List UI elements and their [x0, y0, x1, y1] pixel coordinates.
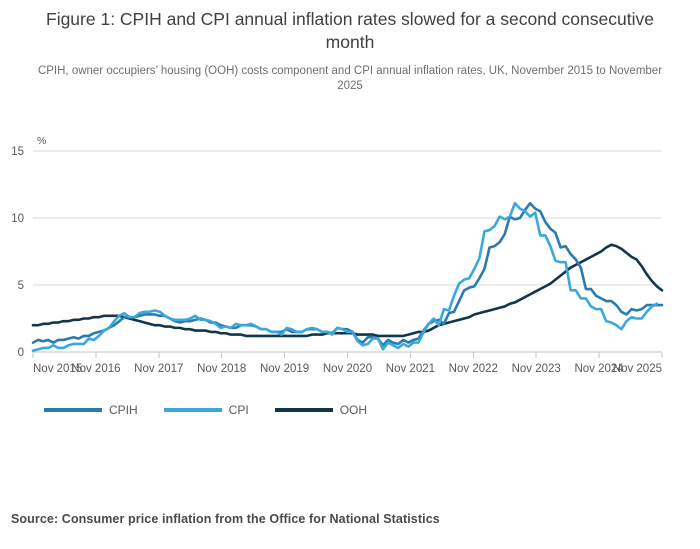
x-axis-tick-label: Nov 2025 [613, 363, 662, 375]
y-axis-tick-label: 0 [18, 347, 24, 359]
x-axis-tick-label: Nov 2023 [512, 363, 561, 375]
chart-legend: CPIH CPI OOH [44, 404, 367, 416]
legend-item-ooh[interactable]: OOH [274, 403, 368, 417]
y-axis-tick-label: 15 [11, 146, 24, 158]
x-axis-tick-label: Nov 2024 [574, 363, 624, 375]
legend-swatch-cpih [44, 408, 102, 412]
data-series-group [31, 201, 664, 352]
legend-swatch-ooh [274, 408, 333, 412]
y-axis-tick-label: 10 [11, 213, 24, 225]
legend-label-cpih: CPIH [109, 403, 138, 417]
legend-item-cpih[interactable]: CPIH [44, 404, 138, 416]
x-axis-tick-label: Nov 2015 [33, 363, 82, 375]
y-axis-tick-label: 5 [18, 280, 24, 292]
plot-area: 0 5 10 15 Nov 2015 Nov 2016 Nov 2017 Nov 2018 N… [0, 130, 700, 380]
x-axis-tick-label: Nov 2018 [197, 363, 246, 375]
series-line-cpi [31, 201, 659, 352]
y-axis-tick-labels: 0 5 10 15 [11, 146, 24, 359]
x-axis-tick-label: Nov 2020 [323, 363, 372, 375]
legend-label-ooh: OOH [339, 403, 368, 417]
page-title: Figure 1: CPIH and CPI annual inflation … [46, 9, 654, 52]
figure-subtitle: CPIH, owner occupiers’ housing (OOH) cos… [37, 65, 663, 92]
y-axis-unit-label: % [37, 135, 46, 147]
legend-label-cpi: CPI [228, 403, 249, 417]
x-axis-tick-label: Nov 2021 [386, 363, 435, 375]
legend-swatch-cpi [163, 408, 222, 412]
x-axis-tick-label: Nov 2022 [449, 363, 498, 375]
x-axis-tick-label: Nov 2016 [71, 363, 120, 375]
x-axis-tick-label: Nov 2019 [260, 363, 309, 375]
title-block: Figure 1: CPIH and CPI annual inflation … [0, 0, 700, 94]
x-axis-tick-label: Nov 2017 [134, 363, 183, 375]
series-line-cpih [31, 201, 664, 347]
source-note: Source: Consumer price inflation from th… [11, 512, 440, 526]
legend-item-cpi[interactable]: CPI [163, 403, 249, 417]
series-line-ooh [31, 243, 664, 338]
